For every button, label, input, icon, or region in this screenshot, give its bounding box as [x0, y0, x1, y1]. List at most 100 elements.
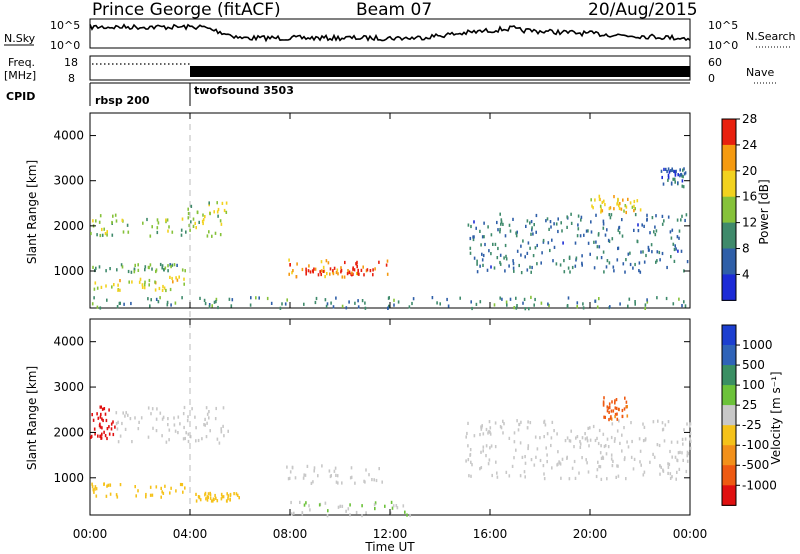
freq-tick-bottom: 8 — [68, 72, 75, 85]
heatmap-cell — [446, 297, 448, 302]
heatmap-cell — [650, 243, 653, 247]
heatmap-cell — [625, 258, 627, 262]
heatmap-cell — [599, 465, 602, 469]
heatmap-cell — [324, 275, 326, 279]
colorbar-segment — [722, 274, 736, 301]
colorbar-segment — [722, 248, 736, 275]
heatmap-cell — [116, 268, 118, 272]
heatmap-cell — [543, 472, 545, 476]
heatmap-cell — [505, 470, 508, 474]
heatmap-cell — [669, 476, 672, 480]
heatmap-cell — [559, 462, 562, 466]
heatmap-cell — [476, 270, 479, 274]
colorbar-tick-label: 500 — [742, 358, 765, 372]
heatmap-cell — [357, 305, 360, 309]
heatmap-cell — [633, 209, 635, 213]
heatmap-cell — [606, 228, 608, 232]
heatmap-cell — [682, 175, 684, 179]
heatmap-cell — [144, 280, 146, 284]
heatmap-cell — [111, 220, 113, 225]
heatmap-cell — [592, 424, 595, 429]
heatmap-cell — [104, 232, 107, 236]
heatmap-cell — [479, 229, 481, 233]
power-colorbar: 4 8 12 16 20 24 28 — [721, 112, 757, 301]
heatmap-cell — [487, 225, 489, 229]
heatmap-cell — [490, 233, 493, 237]
heatmap-cell — [527, 444, 530, 448]
heatmap-cell — [630, 455, 633, 459]
colorbar-segment — [722, 405, 736, 426]
heatmap-cell — [349, 513, 351, 517]
heatmap-cell — [121, 218, 124, 222]
heatmap-cell — [618, 225, 621, 229]
heatmap-cell — [340, 268, 343, 273]
heatmap-cell — [689, 437, 691, 441]
heatmap-cell — [172, 280, 174, 284]
heatmap-cell — [335, 480, 338, 484]
heatmap-cell — [412, 297, 415, 301]
heatmap-cell — [94, 432, 96, 436]
heatmap-cell — [561, 229, 563, 233]
heatmap-cell — [509, 297, 512, 301]
heatmap-cell — [644, 306, 646, 310]
heatmap-cell — [98, 265, 101, 269]
heatmap-cell — [90, 231, 92, 236]
heatmap-cell — [636, 239, 639, 243]
heatmap-cell — [607, 445, 610, 449]
heatmap-cell — [99, 233, 102, 238]
heatmap-cell — [491, 473, 493, 478]
heatmap-cell — [127, 269, 130, 274]
heatmap-cell — [319, 270, 321, 274]
heatmap-cell — [644, 303, 647, 307]
heatmap-cell — [190, 220, 192, 224]
x-tick-label: 12:00 — [373, 527, 408, 541]
heatmap-cell — [569, 439, 572, 443]
heatmap-cell — [686, 454, 689, 458]
heatmap-cell — [639, 460, 641, 464]
heatmap-cell — [577, 223, 579, 227]
heatmap-cell — [198, 496, 201, 500]
heatmap-cell — [614, 415, 616, 419]
heatmap-cell — [287, 477, 290, 481]
heatmap-cell — [499, 253, 502, 257]
heatmap-cell — [613, 195, 615, 199]
heatmap-cell — [576, 435, 579, 439]
heatmap-cell — [677, 173, 679, 177]
heatmap-cell — [286, 298, 288, 302]
heatmap-cell — [502, 431, 504, 435]
heatmap-cell — [579, 442, 582, 446]
heatmap-cell — [317, 273, 320, 277]
heatmap-cell — [469, 448, 472, 452]
colorbar-tick-label: 28 — [742, 112, 757, 126]
heatmap-cell — [198, 220, 200, 224]
heatmap-cell — [585, 229, 588, 233]
heatmap-cell — [104, 434, 107, 438]
heatmap-cell — [496, 471, 498, 475]
heatmap-cell — [499, 230, 501, 234]
nsky-strip: N.Sky 10^5 10^0 10^5 10^0 N.Search — [4, 18, 796, 52]
heatmap-cell — [388, 304, 390, 308]
heatmap-cell — [638, 437, 641, 441]
heatmap-cell — [112, 214, 114, 218]
heatmap-cell — [314, 300, 317, 305]
heatmap-cell — [391, 506, 394, 510]
heatmap-cell — [488, 458, 491, 462]
heatmap-cell — [617, 246, 619, 251]
heatmap-cell — [618, 419, 620, 423]
heatmap-cell — [350, 475, 353, 479]
heatmap-cell — [156, 407, 158, 411]
heatmap-cell — [602, 222, 605, 226]
heatmap-cell — [680, 172, 683, 177]
heatmap-cell — [653, 455, 656, 459]
heatmap-cell — [631, 205, 634, 209]
heatmap-cell — [229, 497, 231, 501]
heatmap-cell — [539, 458, 542, 463]
heatmap-cell — [598, 297, 600, 301]
heatmap-cell — [215, 496, 217, 500]
heatmap-cell — [320, 269, 323, 273]
heatmap-cell — [585, 458, 587, 462]
heatmap-cell — [352, 272, 354, 276]
heatmap-cell — [186, 419, 189, 423]
heatmap-cell — [187, 211, 190, 216]
heatmap-cell — [97, 434, 99, 438]
